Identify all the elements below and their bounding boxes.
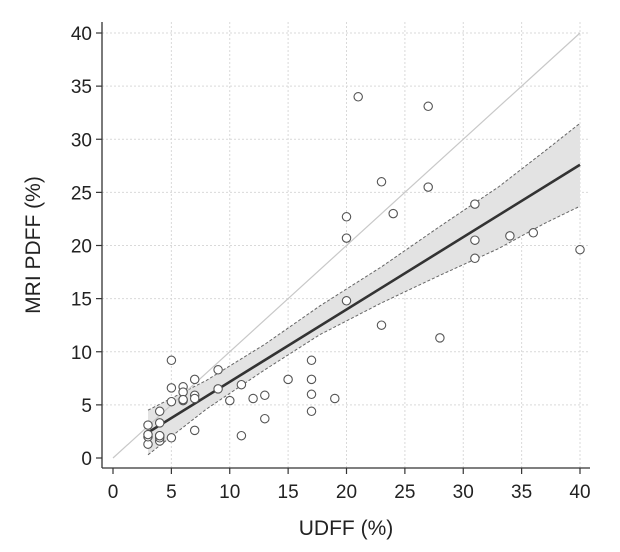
data-point	[225, 395, 235, 406]
x-tick-label: 40	[569, 482, 590, 503]
data-point	[166, 355, 177, 366]
data-point	[213, 365, 223, 375]
data-point	[470, 235, 480, 245]
data-points	[143, 92, 585, 449]
x-tick-label: 20	[336, 482, 357, 503]
data-point	[260, 390, 270, 401]
data-point	[435, 333, 445, 343]
data-point	[341, 212, 352, 222]
y-tick-label: 15	[71, 290, 92, 311]
y-tick-label: 25	[71, 183, 92, 204]
data-point	[154, 430, 165, 441]
data-point	[341, 296, 352, 306]
data-point	[470, 199, 480, 209]
data-point	[154, 418, 165, 428]
data-point	[470, 253, 480, 264]
data-point	[330, 393, 340, 404]
data-point	[376, 320, 387, 330]
data-point	[353, 92, 363, 102]
y-tick-label: 5	[81, 396, 92, 417]
upper-confidence-line	[147, 122, 581, 411]
y-tick-label: 30	[71, 130, 92, 151]
x-tick-label: 5	[166, 482, 177, 503]
x-tick-label: 15	[278, 482, 299, 503]
data-point	[376, 177, 387, 187]
data-point	[306, 374, 317, 385]
data-point	[306, 389, 317, 400]
data-point	[189, 374, 200, 385]
data-point	[154, 406, 165, 417]
y-tick-label: 35	[71, 77, 92, 98]
data-point	[423, 182, 433, 192]
data-point	[260, 413, 270, 424]
x-tick-label: 30	[453, 482, 474, 503]
data-point	[143, 429, 153, 440]
data-point	[388, 208, 398, 219]
data-point	[143, 420, 153, 430]
x-tick-label: 25	[394, 482, 415, 503]
y-tick-label: 40	[71, 24, 92, 45]
y-tick-label: 0	[81, 449, 92, 470]
data-point	[178, 394, 188, 405]
data-point	[505, 231, 515, 241]
data-point	[213, 384, 223, 394]
lower-confidence-line	[147, 205, 581, 456]
data-point	[166, 433, 177, 443]
x-axis-label: UDFF (%)	[299, 517, 393, 540]
data-point	[248, 393, 258, 404]
data-point	[528, 228, 539, 238]
y-tick-labels: 0 5 10 15 20 25 30 35 40	[71, 24, 92, 470]
x-tick-labels: 0 5 10 15 20 25 30 35 40	[108, 482, 591, 503]
data-point	[283, 374, 293, 385]
identity-line	[112, 32, 581, 459]
x-tick-label: 35	[511, 482, 532, 503]
data-point	[306, 406, 317, 417]
data-point	[341, 233, 352, 243]
data-point	[166, 383, 177, 393]
data-point	[306, 355, 317, 366]
data-point	[189, 425, 200, 436]
y-tick-label: 10	[71, 343, 92, 364]
x-tick-label: 0	[108, 482, 119, 503]
data-point	[236, 430, 247, 441]
data-point	[236, 379, 247, 390]
data-point	[575, 244, 585, 255]
axes	[96, 22, 590, 474]
y-axis-label: MRI PDFF (%)	[22, 176, 45, 314]
x-tick-label: 10	[219, 482, 240, 503]
data-point	[189, 393, 200, 404]
identity-line-path	[112, 32, 581, 459]
data-point	[423, 101, 433, 112]
data-point	[166, 396, 177, 407]
y-tick-label: 20	[71, 237, 92, 258]
